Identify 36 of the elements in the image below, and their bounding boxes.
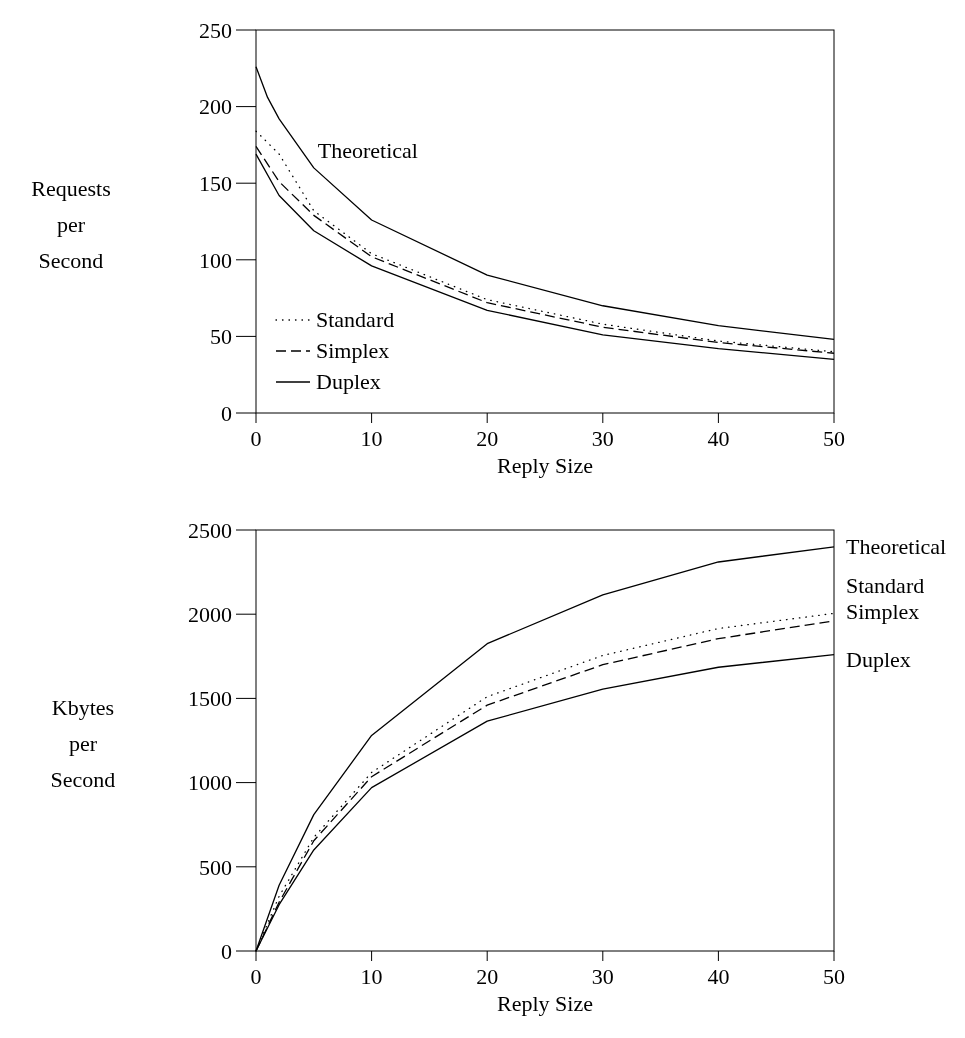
y-tick-label: 200 <box>199 94 232 120</box>
y-tick-label: 2000 <box>188 601 232 627</box>
series-label: Duplex <box>846 646 911 672</box>
series-label: Theoretical <box>317 137 418 163</box>
legend-label: Simplex <box>316 338 390 363</box>
y-tick-label: 250 <box>199 17 232 43</box>
legend-label: Duplex <box>316 369 381 394</box>
x-tick-label: 0 <box>250 426 262 451</box>
y-tick-label: 1500 <box>188 686 232 712</box>
y-tick-label: 500 <box>199 854 232 880</box>
x-tick-label: 40 <box>707 426 730 451</box>
y-tick-label: 0 <box>221 938 232 964</box>
x-tick-label: 40 <box>707 964 730 989</box>
x-tick-label: 10 <box>360 426 383 451</box>
x-tick-label: 0 <box>250 964 262 989</box>
x-tick-label: 50 <box>823 964 845 989</box>
y-tick-label: 0 <box>221 400 232 426</box>
y-tick-label: 150 <box>199 170 232 196</box>
x-tick-label: 30 <box>591 426 614 451</box>
x-axis-title: Reply Size <box>497 453 593 478</box>
x-tick-label: 20 <box>476 426 499 451</box>
y-axis-title: Kbytes per Second <box>50 694 116 792</box>
x-tick-label: 20 <box>476 964 499 989</box>
series-label: Simplex <box>846 599 920 625</box>
series-label: Standard <box>846 573 925 599</box>
y-axis-title: Requests per Second <box>31 175 111 273</box>
y-tick-label: 50 <box>210 324 232 350</box>
y-tick-label: 100 <box>199 247 232 273</box>
x-tick-label: 10 <box>360 964 383 989</box>
y-tick-label: 1000 <box>188 770 232 796</box>
x-axis-title: Reply Size <box>497 991 593 1016</box>
legend-label: Standard <box>316 307 395 332</box>
x-tick-label: 30 <box>591 964 614 989</box>
x-tick-label: 50 <box>823 426 845 451</box>
y-tick-label: 2500 <box>188 517 232 543</box>
series-label: Theoretical <box>846 533 947 559</box>
